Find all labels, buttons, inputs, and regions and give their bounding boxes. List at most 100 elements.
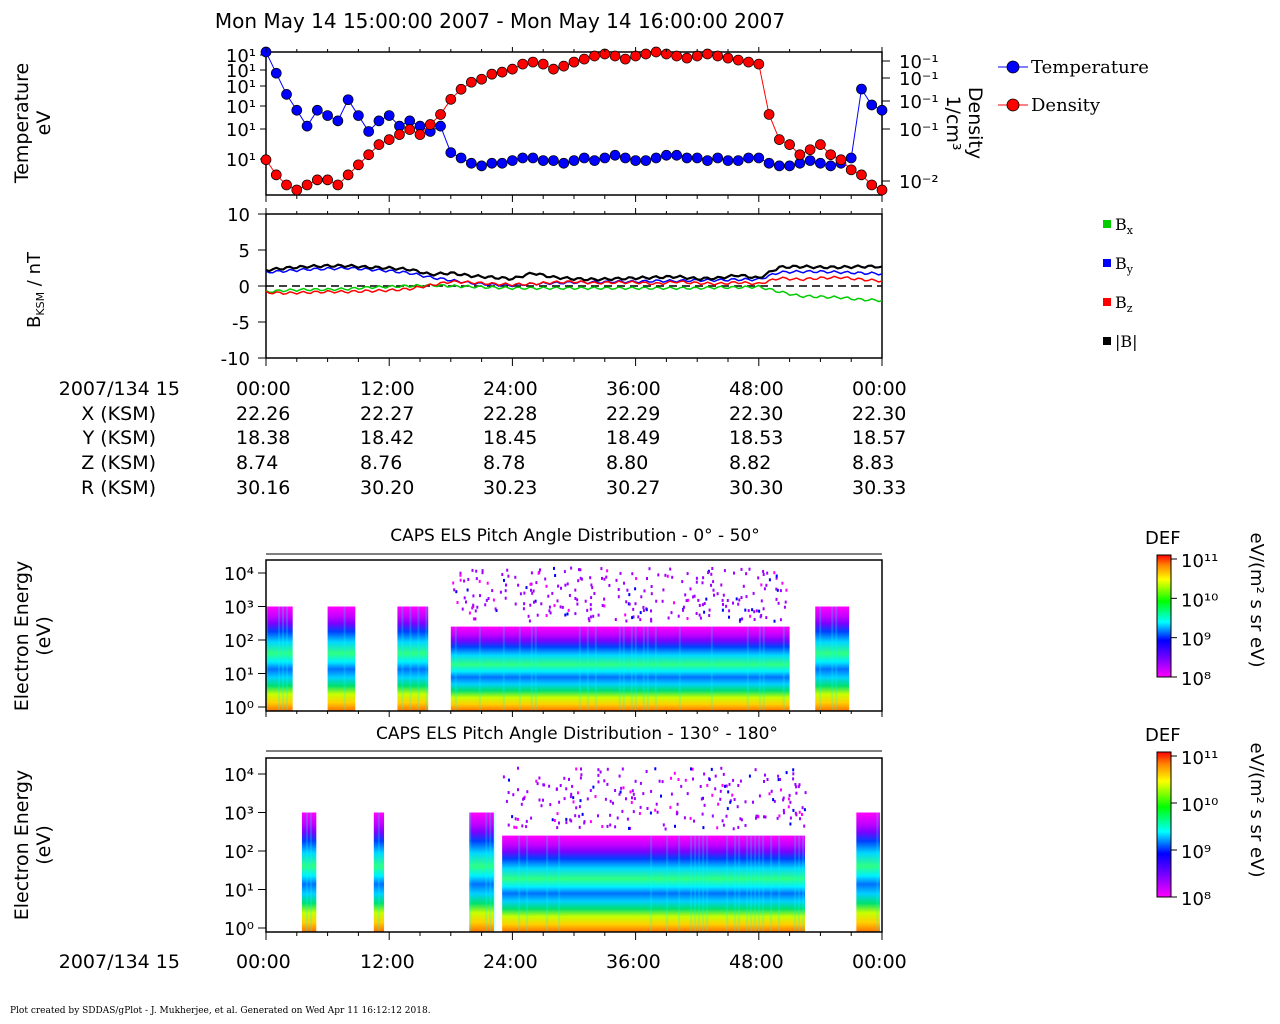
temperature-point	[712, 152, 724, 164]
spectrogram-130-180-speck	[517, 766, 519, 770]
spectrogram-0-50-speck	[514, 602, 517, 606]
spectrogram-0-50-speck	[657, 573, 660, 577]
spectrogram-130-180-speck	[703, 803, 706, 807]
spectrogram-0-50-speck	[455, 590, 458, 594]
spectrogram-0-50-speck	[628, 602, 631, 606]
ephemeris-value: 48:00	[729, 378, 784, 400]
spectrogram-130-180-speck	[525, 825, 528, 829]
spectrogram-0-50-segment	[450, 626, 790, 711]
spectrogram-0-50-speck	[566, 582, 569, 586]
spectrogram-130-180-speck	[675, 812, 678, 816]
spectrogram-0-50-speck	[628, 593, 631, 597]
spectrogram-0-50-speck	[753, 618, 756, 621]
spectrogram-0-50-tick-label: 10³	[224, 598, 254, 619]
temperature-point	[527, 152, 539, 164]
spectrogram-130-180-stripe	[690, 835, 693, 932]
spectrogram-130-180-stripe	[698, 835, 701, 932]
spectrogram-0-50-stripe	[746, 626, 749, 711]
density-point	[609, 50, 621, 62]
spectrogram-130-180-speck	[782, 808, 785, 812]
spectrogram-0-50-stripe	[282, 606, 284, 711]
colorbar-tick-label: 10⁸	[1181, 889, 1211, 910]
spectrogram-130-180-speck	[720, 766, 723, 770]
spectrogram-0-50-speck	[728, 615, 730, 619]
spectrogram-0-50-speck	[505, 583, 507, 587]
spectrogram-130-180-speck	[520, 802, 523, 806]
spectrogram-130-180-y-ticks: 10⁴ 10³ 10² 10¹ 10⁰	[224, 765, 266, 940]
spectrogram-130-180-speck	[703, 772, 706, 776]
spectrogram-130-180-speck	[739, 779, 742, 783]
spectrogram-130-180-speck	[571, 784, 574, 788]
spectrogram-130-180-speck	[556, 826, 559, 830]
spectrogram-130-180-speck	[722, 772, 725, 776]
spectrogram-130-180-speck	[621, 809, 624, 813]
spectrogram-130-180-speck	[646, 807, 649, 810]
bfield-Bz-line	[265, 275, 883, 295]
bfield-tick-label: 10	[227, 205, 250, 226]
spectrogram-130-180-speck	[621, 767, 624, 771]
temperature-point	[363, 126, 375, 137]
spectrogram-130-180-speck	[754, 768, 757, 772]
spectrogram-0-50-speck	[530, 571, 533, 575]
spectrogram-0-50-speck	[603, 604, 606, 608]
ephemeris-value: 30.16	[236, 477, 290, 499]
spectrogram-0-50-speck	[589, 576, 592, 580]
spectrogram-130-180-speck	[726, 807, 729, 811]
spectrogram-0-50-speck	[683, 605, 685, 609]
spectrogram-0-50-speck	[695, 580, 698, 584]
legend-density-marker	[1006, 98, 1020, 112]
spectrogram-0-50-speck	[617, 595, 620, 599]
spectrogram-130-180-stripe	[518, 835, 521, 932]
spectrogram-0-50-speck	[755, 609, 758, 613]
spectrogram-130-180-speck	[803, 824, 806, 828]
spectrogram-0-50-speck	[540, 602, 543, 606]
spectrogram-130-180-speck	[606, 782, 609, 786]
spectrogram-0-50-speck	[529, 582, 532, 586]
spectrogram-130-180-speck	[719, 789, 722, 793]
spectrogram-130-180-speck	[570, 792, 573, 796]
spectrogram-0-50-speck	[738, 598, 741, 602]
spectrogram-0-50-speck	[481, 569, 484, 573]
temp-tick-label: 10¹	[226, 61, 256, 82]
spectrogram-0-50-speck	[735, 597, 738, 601]
density-point	[712, 50, 724, 62]
spectrogram-0-50-speck	[476, 605, 479, 609]
spectrogram-0-50-speck	[466, 588, 469, 592]
temperature-point	[671, 149, 683, 161]
spectrogram-130-180-speck	[782, 796, 785, 800]
spectrogram-130-180-speck	[622, 786, 625, 790]
spectrogram-0-50-stripe	[634, 626, 637, 711]
spectrogram-0-50-speck	[475, 577, 478, 581]
spectrogram-130-180-tick-label: 10²	[224, 842, 254, 863]
spectrogram-0-50-speck	[722, 593, 725, 597]
spectrogram-0-50-ylabel-units: (eV)	[33, 616, 55, 656]
spectrogram-0-50-speck	[554, 574, 557, 577]
ephemeris-value: 24:00	[483, 378, 538, 400]
spectrogram-0-50-speck	[463, 579, 466, 583]
spectrogram-130-180-speck	[513, 825, 516, 829]
spectrogram-0-50-speck	[507, 574, 510, 578]
spectrogram-0-50-tick-label: 10²	[224, 631, 254, 652]
spectrogram-0-50-speck	[529, 603, 532, 607]
density-point	[311, 174, 323, 186]
density-point	[476, 73, 487, 85]
spectrogram-0-50-segment	[266, 606, 293, 711]
spectrogram-130-180-speck	[597, 768, 600, 772]
temp-tick-label: 10¹	[226, 46, 256, 67]
density-point	[342, 169, 354, 181]
spectrogram-130-180-speck	[521, 824, 524, 828]
bottom-axis-tick-label: 00:00	[236, 951, 291, 973]
spectrogram-130-180-speck	[674, 824, 676, 828]
spectrogram-130-180-speck	[711, 814, 714, 818]
spectrogram-0-50-speck	[472, 603, 475, 607]
spectrogram-0-50-speck	[474, 609, 477, 613]
temperature-point	[435, 120, 446, 132]
spectrogram-130-180-speck	[511, 815, 514, 819]
spectrogram-0-50-tick-label: 10⁴	[224, 564, 254, 585]
spectrogram-0-50-speck	[568, 594, 571, 597]
spectrogram-0-50-stripe	[678, 626, 681, 711]
spectrogram-130-180-speck	[721, 819, 724, 823]
ephemeris-value: 22.27	[360, 403, 414, 425]
spectrogram-130-180-speck	[658, 779, 661, 783]
